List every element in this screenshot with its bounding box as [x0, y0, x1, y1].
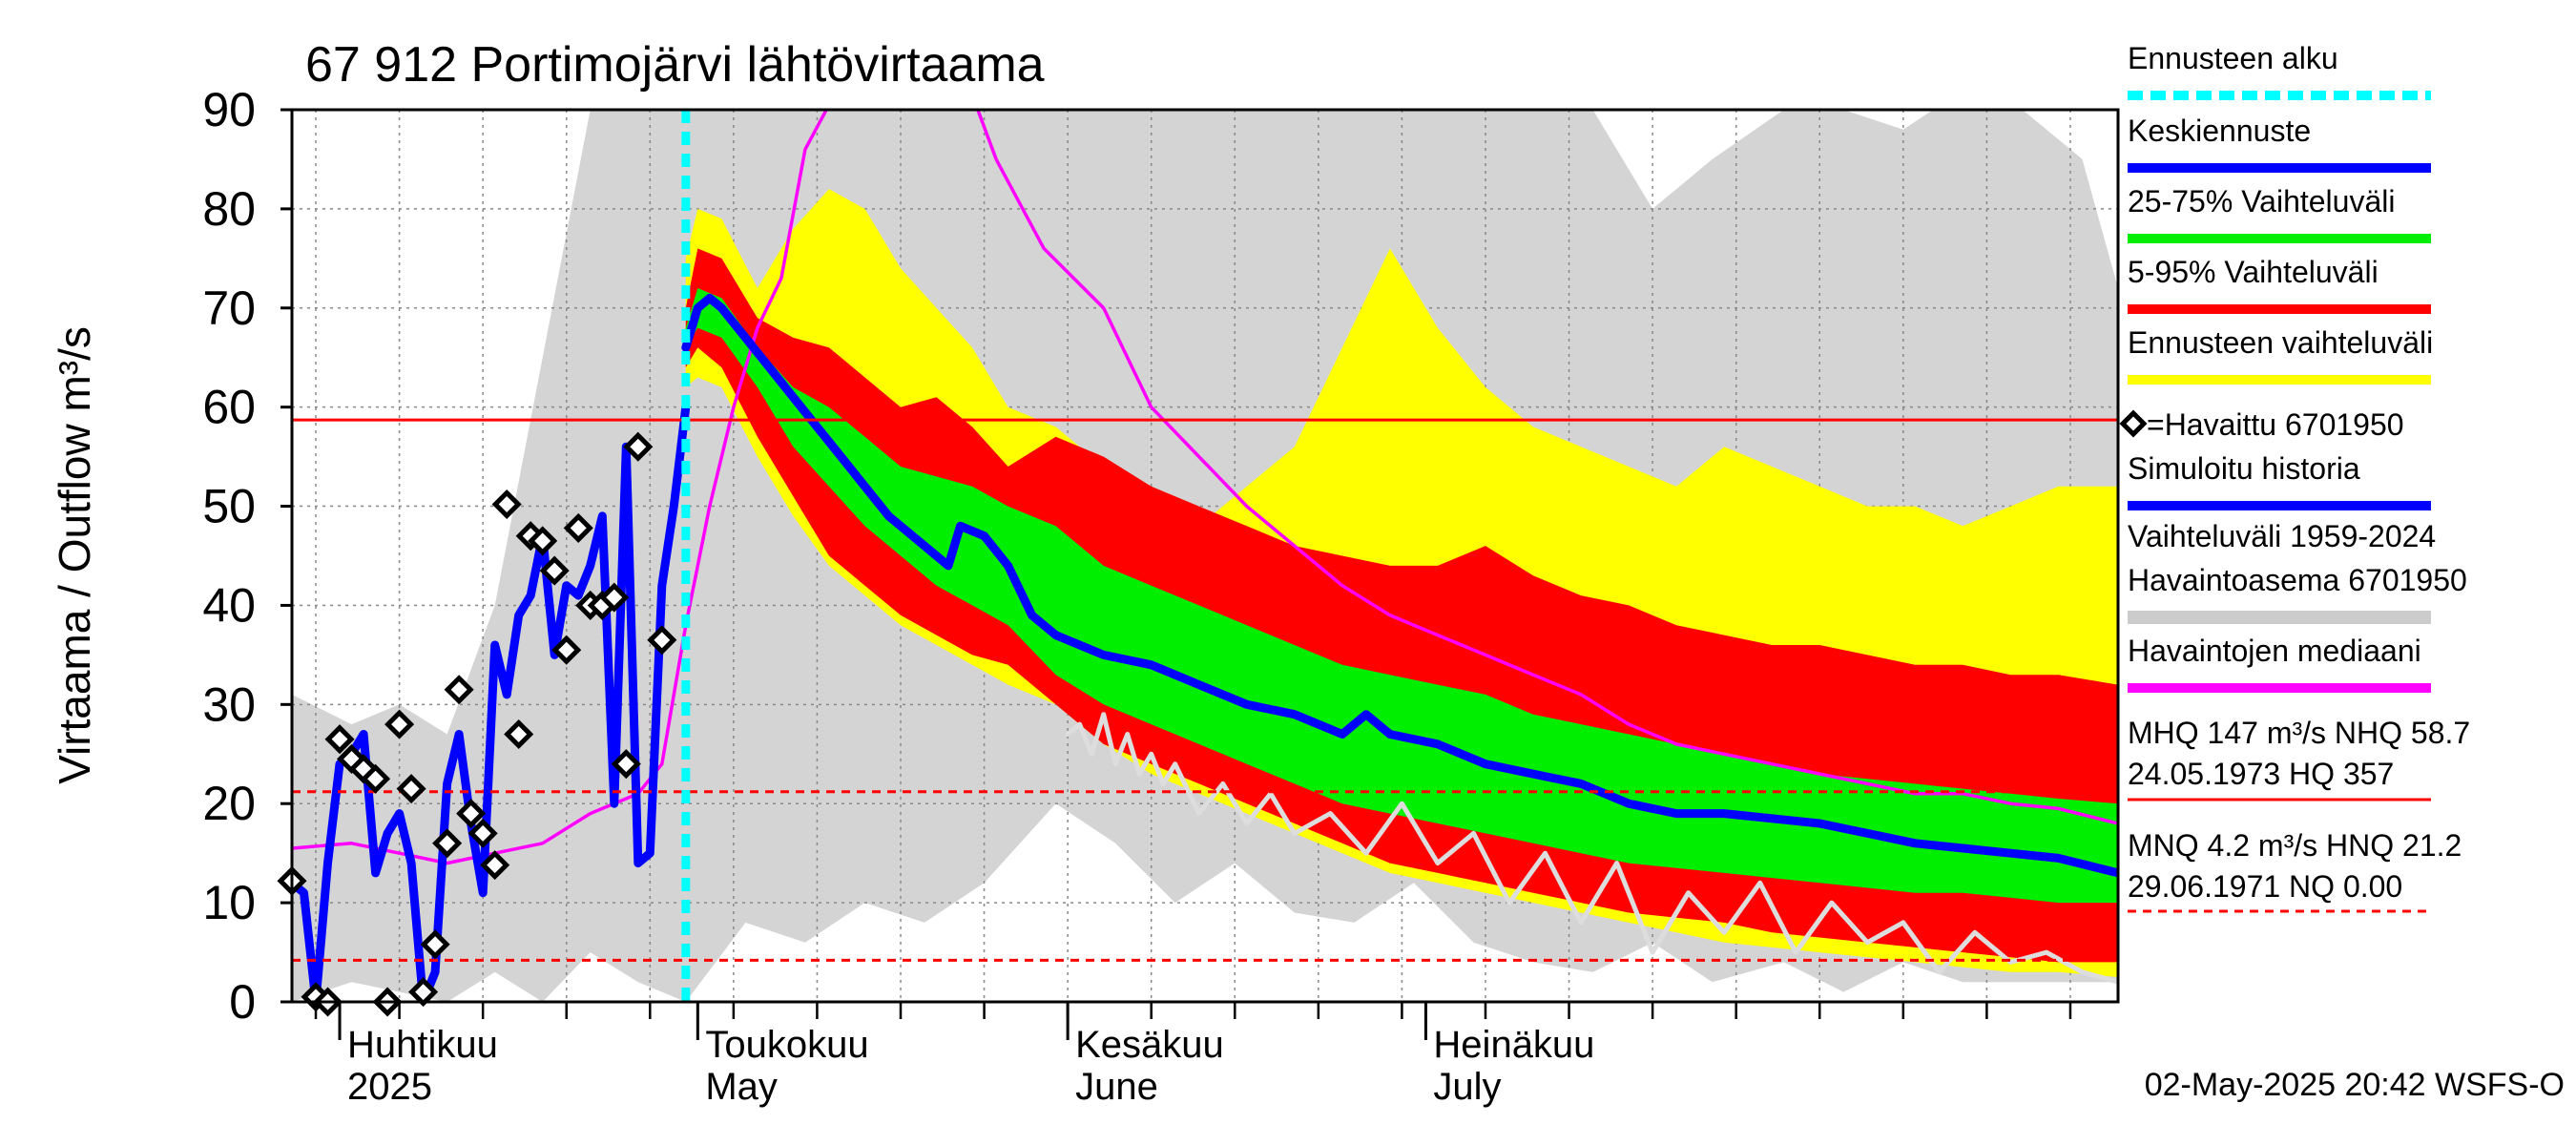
legend-stats: 29.06.1971 NQ 0.00 — [2128, 869, 2402, 904]
line-keskiennuste — [681, 293, 2118, 878]
legend-label: Havaintojen mediaani — [2128, 634, 2421, 668]
observed-point — [563, 512, 593, 543]
month-label: Toukokuu — [705, 1024, 868, 1066]
band-25-75-vaihteluv-li — [685, 288, 2118, 904]
month-sublabel: May — [705, 1066, 778, 1108]
legend-label: =Havaittu 6701950 — [2147, 407, 2404, 442]
legend-label: Havaintoasema 6701950 — [2128, 563, 2467, 597]
observed-point — [456, 799, 487, 829]
month-sublabel: June — [1075, 1066, 1158, 1108]
legend-stats: MHQ 147 m³/s NHQ 58.7 — [2128, 716, 2470, 750]
observed-point — [396, 774, 426, 804]
observed-point — [432, 828, 463, 859]
chart-title: 67 912 Portimojärvi lähtövirtaama — [305, 37, 1045, 93]
month-label: Heinäkuu — [1433, 1024, 1594, 1066]
y-axis-label: Virtaama / Outflow m³/s — [50, 326, 99, 784]
observed-point — [480, 850, 510, 881]
y-tick-label: 40 — [202, 578, 256, 632]
y-tick-label: 50 — [202, 480, 256, 533]
observed-point — [467, 818, 498, 848]
y-tick-label: 20 — [202, 777, 256, 830]
y-tick-label: 30 — [202, 677, 256, 731]
observed-point — [611, 749, 641, 780]
legend: Ennusteen alku Keskiennuste 25-75% Vaihtel… — [2119, 41, 2470, 913]
observed-point — [420, 929, 450, 960]
observed-point — [491, 489, 522, 520]
observed-point — [599, 582, 630, 613]
observed-point — [324, 724, 355, 755]
observed-point — [408, 977, 439, 1008]
y-tick-label: 80 — [202, 182, 256, 236]
month-sublabel: 2025 — [347, 1066, 432, 1108]
month-label: Kesäkuu — [1075, 1024, 1224, 1066]
observed-point — [361, 763, 391, 794]
observed-point — [551, 635, 582, 665]
line-simuloitu-historia — [292, 403, 691, 1002]
footer-timestamp: 02-May-2025 20:42 WSFS-O — [2145, 1067, 2565, 1103]
observed-point — [444, 675, 474, 705]
legend-label: Ennusteen alku — [2128, 41, 2338, 75]
month-sublabel: July — [1433, 1066, 1501, 1108]
legend-label: 5-95% Vaihteluväli — [2128, 255, 2379, 289]
line-observed-min-trace — [1065, 712, 2118, 985]
y-tick-label: 0 — [229, 975, 256, 1029]
legend-label: Vaihteluväli 1959-2024 — [2128, 519, 2436, 553]
observed-point — [528, 526, 558, 556]
y-axis: 0 10 20 30 40 50 60 70 80 90 — [202, 83, 292, 1029]
observed-point — [623, 431, 654, 462]
legend-label: 25-75% Vaihteluväli — [2128, 184, 2395, 219]
legend-stats: MNQ 4.2 m³/s HNQ 21.2 — [2128, 828, 2462, 863]
legend-label: Ennusteen vaihteluväli — [2128, 325, 2433, 360]
y-tick-label: 10 — [202, 876, 256, 929]
legend-label: Simuloitu historia — [2128, 451, 2360, 486]
y-tick-label: 60 — [202, 381, 256, 434]
y-tick-label: 70 — [202, 281, 256, 335]
plot-area — [277, 108, 2120, 1017]
month-label: Huhtikuu — [347, 1024, 498, 1066]
observed-point — [504, 718, 534, 750]
observed-point — [384, 709, 415, 739]
observed-point — [539, 555, 570, 586]
reference-lines-layer — [292, 110, 2118, 1004]
line-havaintojen-mediaani — [292, 110, 2118, 865]
y-tick-label: 90 — [202, 83, 256, 136]
legend-stats: 24.05.1973 HQ 357 — [2128, 757, 2394, 791]
legend-observed-marker — [2119, 409, 2148, 438]
series-layer — [292, 110, 2118, 1002]
legend-label: Keskiennuste — [2128, 114, 2311, 148]
observed-point — [647, 625, 677, 656]
observed-points-layer — [277, 431, 677, 1017]
plot-frame — [290, 108, 2120, 1004]
